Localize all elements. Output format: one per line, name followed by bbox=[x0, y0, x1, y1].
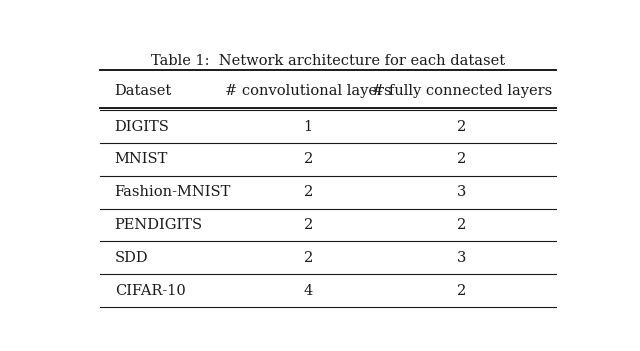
Text: MNIST: MNIST bbox=[115, 152, 168, 166]
Text: # convolutional layers: # convolutional layers bbox=[225, 84, 392, 98]
Text: 1: 1 bbox=[303, 120, 313, 134]
Text: DIGITS: DIGITS bbox=[115, 120, 170, 134]
Text: 2: 2 bbox=[458, 218, 467, 232]
Text: Fashion-MNIST: Fashion-MNIST bbox=[115, 185, 231, 199]
Text: # fully connected layers: # fully connected layers bbox=[372, 84, 552, 98]
Text: 2: 2 bbox=[458, 284, 467, 298]
Text: PENDIGITS: PENDIGITS bbox=[115, 218, 203, 232]
Text: 2: 2 bbox=[303, 251, 313, 265]
Text: 4: 4 bbox=[303, 284, 313, 298]
Text: Table 1:  Network architecture for each dataset: Table 1: Network architecture for each d… bbox=[151, 54, 505, 68]
Text: Dataset: Dataset bbox=[115, 84, 172, 98]
Text: 2: 2 bbox=[303, 218, 313, 232]
Text: CIFAR-10: CIFAR-10 bbox=[115, 284, 186, 298]
Text: 2: 2 bbox=[303, 185, 313, 199]
Text: 2: 2 bbox=[458, 120, 467, 134]
Text: 2: 2 bbox=[458, 152, 467, 166]
Text: 3: 3 bbox=[457, 251, 467, 265]
Text: SDD: SDD bbox=[115, 251, 148, 265]
Text: 3: 3 bbox=[457, 185, 467, 199]
Text: 2: 2 bbox=[303, 152, 313, 166]
